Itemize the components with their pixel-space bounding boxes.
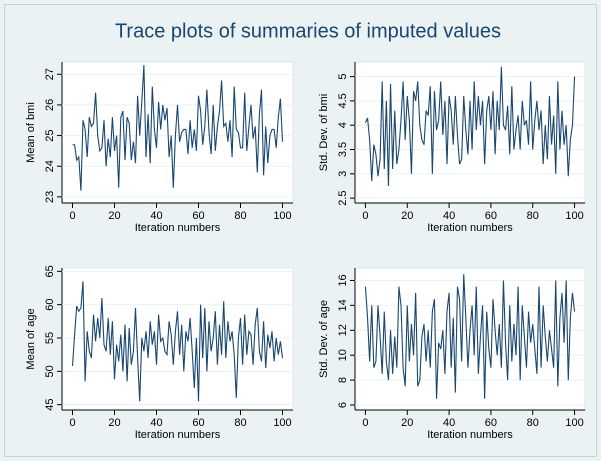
chart-title: Trace plots of summaries of imputed valu…: [115, 20, 501, 42]
x-tick-label: 100: [565, 210, 583, 222]
series-line: [71, 281, 284, 402]
x-tick-label: 80: [234, 417, 246, 429]
x-tick-label: 80: [527, 210, 539, 222]
y-tick-label: 27: [44, 68, 56, 80]
x-tick-label: 40: [443, 210, 455, 222]
x-axis-title: Iteration numbers: [427, 429, 513, 441]
x-tick-label: 60: [485, 417, 497, 429]
x-tick-label: 0: [362, 417, 368, 429]
plot-area: [354, 61, 586, 204]
y-tick-label: 5: [337, 74, 349, 80]
y-tick-label: 3.5: [337, 142, 349, 157]
x-tick-label: 80: [234, 210, 246, 222]
y-tick-label: 65: [44, 265, 56, 277]
y-axis-title: Std. Dev. of bmi: [318, 94, 330, 171]
frame: [4, 4, 597, 457]
y-tick-label: 45: [44, 399, 56, 411]
y-tick-label: 50: [44, 365, 56, 377]
y-axis-title: Mean of bmi: [25, 102, 37, 163]
x-axis-title: Iteration numbers: [135, 429, 221, 441]
y-tick-label: 12: [337, 324, 349, 336]
y-tick-label: 14: [337, 299, 349, 311]
x-tick-label: 0: [69, 417, 75, 429]
y-tick-label: 23: [44, 191, 56, 203]
y-tick-label: 4: [337, 122, 349, 128]
y-tick-label: 26: [44, 99, 56, 111]
y-tick-label: 25: [44, 129, 56, 141]
x-tick-label: 40: [150, 210, 162, 222]
x-tick-label: 100: [273, 417, 291, 429]
x-tick-label: 0: [362, 210, 368, 222]
x-tick-label: 20: [108, 210, 120, 222]
series-line: [364, 66, 576, 186]
x-tick-label: 100: [565, 417, 583, 429]
x-tick-label: 60: [192, 417, 204, 429]
x-tick-label: 60: [192, 210, 204, 222]
y-tick-label: 2.5: [337, 190, 349, 205]
x-tick-label: 40: [150, 417, 162, 429]
y-tick-label: 3: [337, 171, 349, 177]
x-tick-label: 100: [273, 210, 291, 222]
series-line: [72, 65, 284, 191]
y-tick-label: 24: [44, 160, 56, 172]
x-tick-label: 60: [485, 210, 497, 222]
y-tick-label: 55: [44, 332, 56, 344]
y-tick-label: 10: [337, 349, 349, 361]
x-tick-label: 40: [443, 417, 455, 429]
y-tick-label: 6: [337, 402, 349, 408]
x-tick-label: 20: [401, 417, 413, 429]
series-line: [364, 274, 576, 399]
y-axis-title: Mean of age: [25, 308, 37, 369]
x-tick-label: 20: [108, 417, 120, 429]
y-tick-label: 4.5: [337, 93, 349, 108]
y-tick-label: 16: [337, 274, 349, 286]
x-tick-label: 0: [69, 210, 75, 222]
x-axis-title: Iteration numbers: [135, 222, 221, 234]
x-tick-label: 80: [527, 417, 539, 429]
y-tick-label: 8: [337, 377, 349, 383]
x-axis-title: Iteration numbers: [427, 222, 513, 234]
x-tick-label: 20: [401, 210, 413, 222]
y-tick-label: 60: [44, 299, 56, 311]
y-axis-title: Std. Dev. of age: [318, 300, 330, 378]
